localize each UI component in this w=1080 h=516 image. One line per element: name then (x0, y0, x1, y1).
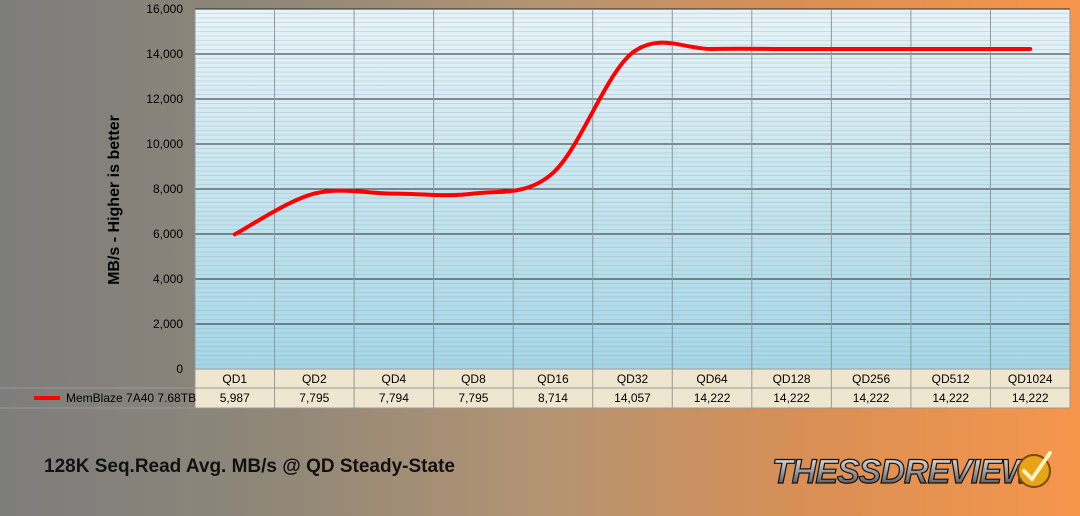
chart-title: 128K Seq.Read Avg. MB/s @ QD Steady-Stat… (44, 456, 455, 477)
svg-text:THESSDREVIEW: THESSDREVIEW (772, 453, 1036, 491)
data-label: 14,222 (694, 391, 731, 405)
x-tick-label: QD1024 (1008, 372, 1053, 386)
site-logo: THESSDREVIEW (772, 451, 1052, 492)
x-tick-label: QD32 (617, 372, 649, 386)
data-label: 14,222 (932, 391, 969, 405)
data-label: 8,714 (538, 391, 568, 405)
data-label: 14,222 (853, 391, 890, 405)
y-tick-label: 8,000 (153, 182, 183, 196)
x-tick-label: QD8 (461, 372, 486, 386)
data-table: QD1 QD2 QD4 QD8 QD16 QD32 QD64 QD128 QD256 QD512 Q… (0, 368, 1071, 409)
y-tick-label: 0 (176, 362, 183, 376)
y-tick-label: 10,000 (146, 137, 183, 151)
x-tick-label: QD2 (302, 372, 327, 386)
series-lines (232, 40, 1033, 237)
data-label: 14,222 (1012, 391, 1049, 405)
data-label: 7,794 (379, 391, 409, 405)
y-tick-label: 12,000 (146, 92, 183, 106)
x-tick-label: QD128 (773, 372, 811, 386)
x-tick-label: QD256 (852, 372, 890, 386)
legend-label: MemBlaze 7A40 7.68TB (66, 391, 196, 405)
checkmark-icon (1017, 451, 1052, 488)
y-axis-label: MB/s - Higher is better (106, 115, 123, 285)
series-line (232, 40, 1033, 237)
data-label: 14,057 (614, 391, 651, 405)
x-tick-label: QD512 (932, 372, 970, 386)
y-tick-label: 14,000 (146, 47, 183, 61)
x-tick-label: QD1 (222, 372, 247, 386)
y-tick-label: 16,000 (146, 2, 183, 16)
x-tick-label: QD16 (537, 372, 569, 386)
data-label: 14,222 (773, 391, 810, 405)
x-tick-label: QD4 (382, 372, 407, 386)
x-tick-label: QD64 (696, 372, 728, 386)
data-label: 7,795 (299, 391, 329, 405)
y-tick-label: 6,000 (153, 227, 183, 241)
y-tick-label: 4,000 (153, 272, 183, 286)
data-label: 7,795 (458, 391, 488, 405)
y-axis: 0 2,000 4,000 6,000 8,000 10,000 12,000 14,000 1… (146, 2, 183, 376)
data-label: 5,987 (220, 391, 250, 405)
y-tick-label: 2,000 (153, 317, 183, 331)
